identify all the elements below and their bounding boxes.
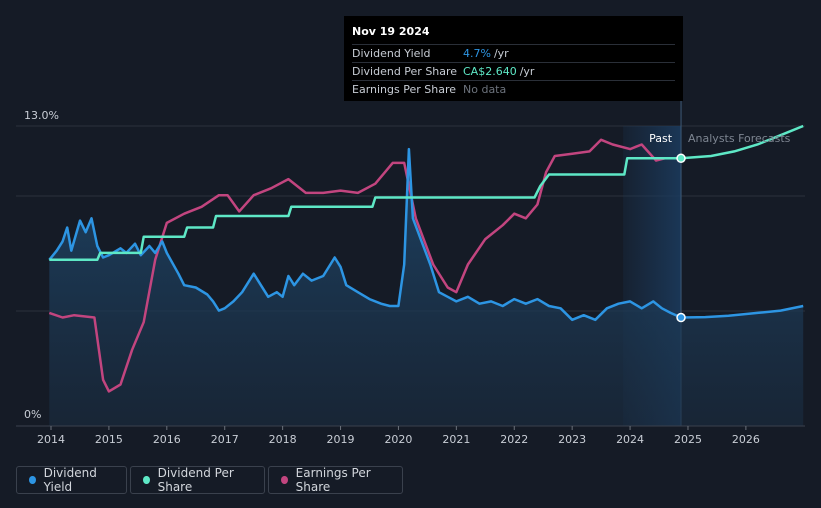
tooltip-row-earnings-per-share: Earnings Per Share No data (352, 80, 675, 98)
legend-label: Earnings Per Share (295, 466, 371, 494)
x-tick-label: 2016 (153, 433, 181, 446)
x-tick-label: 2018 (269, 433, 297, 446)
x-tick-label: 2024 (616, 433, 644, 446)
dividend-yield-forecast-line (680, 304, 804, 319)
forecast-section-label: Analysts Forecasts (688, 132, 791, 145)
x-tick-label: 2021 (442, 433, 470, 446)
x-tick-label: 2025 (674, 433, 702, 446)
tooltip-row-dividend-yield: Dividend Yield 4.7% /yr (352, 44, 675, 62)
x-tick-label: 2019 (327, 433, 355, 446)
legend-dot-icon (281, 476, 288, 484)
tooltip-value: No data (463, 83, 507, 96)
legend-dot-icon (143, 476, 150, 484)
x-tick-label: 2015 (95, 433, 123, 446)
tooltip-unit: /yr (493, 47, 509, 60)
legend-label: Dividend Yield (43, 466, 97, 494)
dividend-per-share-forecast-line (680, 124, 804, 160)
tooltip-row-dividend-per-share: Dividend Per Share CA$2.640 /yr (352, 62, 675, 80)
legend-item-dividend-yield[interactable]: Dividend Yield (16, 466, 127, 494)
dividend-yield-area (49, 149, 804, 426)
tooltip-date: Nov 19 2024 (352, 25, 430, 38)
series-marker (676, 312, 686, 323)
tooltip-label: Dividend Yield (352, 47, 431, 60)
x-tick-label: 2022 (500, 433, 528, 446)
legend-dot-icon (29, 476, 36, 484)
dividend-per-share-line (49, 157, 681, 262)
tooltip-label: Earnings Per Share (352, 83, 457, 96)
x-tick-label: 2014 (37, 433, 65, 446)
y-axis-max-label: 13.0% (24, 109, 59, 122)
legend-item-earnings-per-share[interactable]: Earnings Per Share (268, 466, 403, 494)
x-tick-label: 2023 (558, 433, 586, 446)
tooltip-value: CA$2.640 (463, 65, 517, 78)
x-tick-label: 2026 (732, 433, 760, 446)
tooltip-value: 4.7% (463, 47, 491, 60)
earnings-per-share-line (48, 138, 681, 393)
x-tick-label: 2017 (211, 433, 239, 446)
tooltip-label: Dividend Per Share (352, 65, 458, 78)
y-axis-min-label: 0% (24, 408, 41, 421)
series-marker (676, 153, 686, 164)
past-section-label: Past (649, 132, 673, 145)
tooltip-unit: /yr (519, 65, 535, 78)
legend-item-dividend-per-share[interactable]: Dividend Per Share (130, 466, 265, 494)
legend-label: Dividend Per Share (157, 466, 234, 494)
dividend-yield-line (48, 147, 682, 322)
x-tick-label: 2020 (384, 433, 412, 446)
hover-tooltip: Nov 19 2024 Dividend Yield 4.7% /yr Divi… (344, 16, 683, 101)
